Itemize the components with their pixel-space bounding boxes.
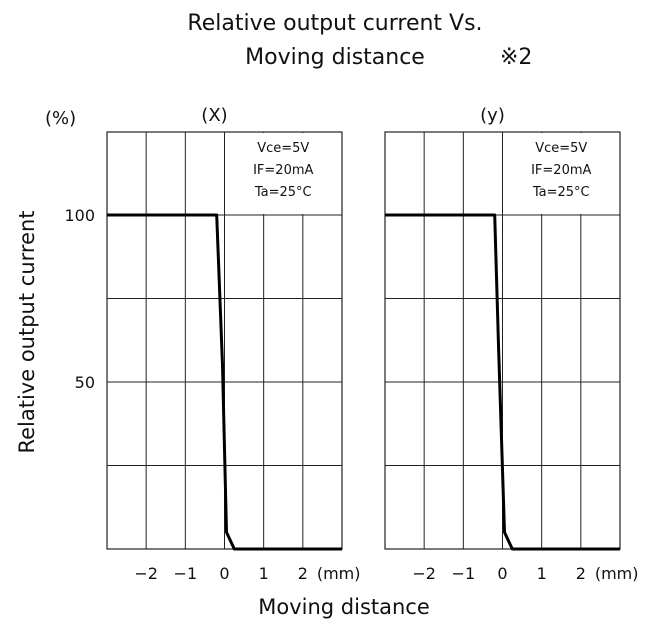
x-tick-label: −1 [174, 564, 198, 583]
y-tick-label: 50 [75, 373, 95, 392]
x-tick-label: 0 [219, 564, 229, 583]
x-tick-label: 2 [298, 564, 308, 583]
panel-x: Vce=5V IF=20mA Ta=25°C (X) 50 100 −2 −1 0 1 2 (mm) [64, 105, 360, 583]
x-tick-label: 0 [497, 564, 507, 583]
conditions-box [503, 133, 619, 214]
x-unit-label: (mm) [317, 564, 361, 583]
condition-label: IF=20mA [531, 163, 591, 178]
chart-title-line1: Relative output current Vs. [187, 11, 482, 36]
condition-label: Vce=5V [535, 141, 587, 156]
condition-label: Ta=25°C [532, 185, 590, 200]
conditions-box [225, 133, 341, 214]
x-tick-label: −2 [134, 564, 158, 583]
note-mark: ※2 [500, 45, 532, 70]
condition-label: IF=20mA [253, 163, 313, 178]
panel-y: Vce=5V IF=20mA Ta=25°C (y) −2 −1 0 1 2 (mm) [384, 105, 639, 583]
x-tick-label: −2 [412, 564, 436, 583]
y-tick-label: 100 [64, 206, 95, 225]
series-line [107, 213, 342, 551]
plot-frame [106, 131, 343, 550]
panel-label: (y) [480, 105, 505, 126]
series-line [385, 213, 620, 551]
condition-label: Ta=25°C [254, 185, 312, 200]
chart-title-line2: Moving distance [245, 45, 425, 70]
x-unit-label: (mm) [595, 564, 639, 583]
x-tick-label: 1 [259, 564, 269, 583]
x-tick-label: 2 [576, 564, 586, 583]
panel-label: (X) [201, 105, 227, 126]
x-axis-title: Moving distance [258, 595, 430, 619]
plot-frame [384, 131, 621, 550]
x-tick-label: −1 [452, 564, 476, 583]
y-unit-label: (%) [45, 108, 76, 129]
x-tick-label: 1 [537, 564, 547, 583]
condition-label: Vce=5V [257, 141, 309, 156]
y-axis-title: Relative output current [15, 210, 39, 453]
